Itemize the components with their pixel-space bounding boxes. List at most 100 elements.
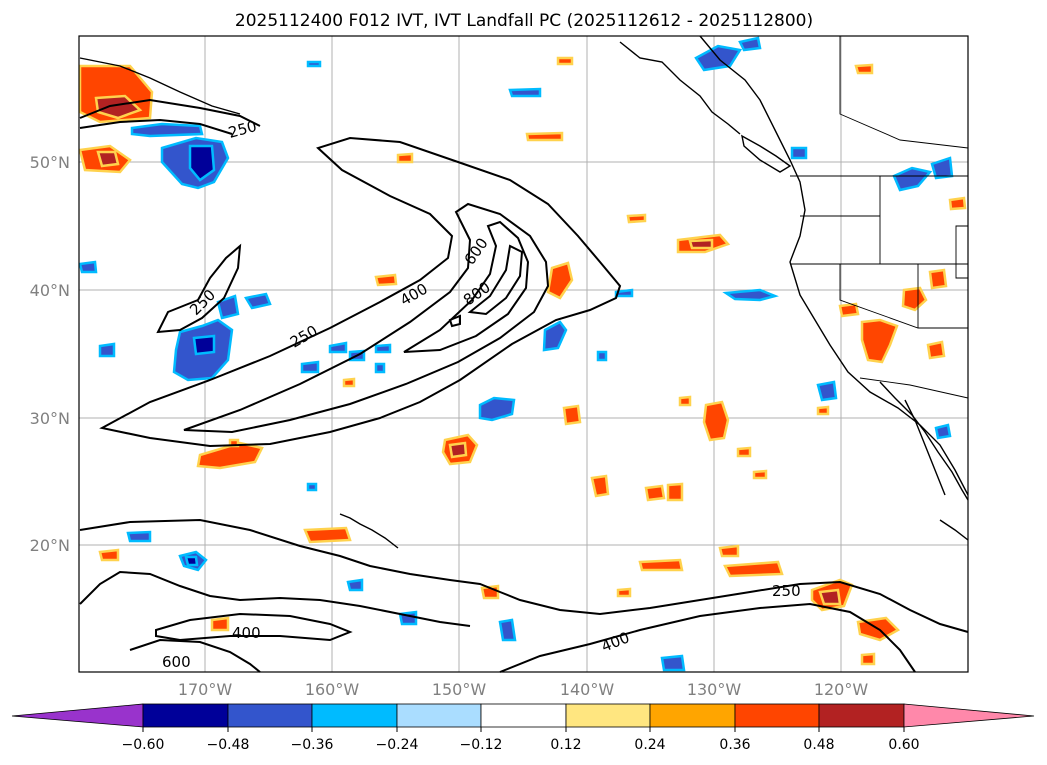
country-state-borders	[790, 36, 969, 399]
neg-patch	[816, 380, 838, 402]
pos-patch	[96, 150, 120, 168]
colorbar-tick-label: 0.24	[634, 737, 665, 753]
neg-patch	[660, 654, 686, 672]
colorbar-segment-extend-low	[11, 703, 144, 728]
coastline-mexico-interior	[904, 399, 946, 496]
neg-patch	[300, 360, 320, 374]
colorbar-tick-label: −0.12	[460, 737, 503, 753]
neg-patch	[508, 87, 542, 98]
lat-label: 50°N	[30, 153, 70, 172]
map-panel: 250 250 250 400 600 800 250 400 600 400	[78, 35, 969, 673]
coastlines	[79, 35, 969, 549]
colorbar-segment	[480, 703, 567, 728]
colorbar-segment	[565, 703, 651, 728]
lat-label: 30°N	[30, 409, 70, 428]
pos-patch	[303, 526, 352, 544]
pos-patch	[396, 152, 414, 164]
neg-patch	[542, 320, 568, 352]
pos-patch	[556, 56, 574, 66]
neg-patch	[188, 144, 216, 182]
contour-250-south	[79, 518, 969, 633]
colorbar-ticks	[142, 727, 905, 732]
ivt-contours	[79, 98, 969, 673]
neg-patch	[306, 482, 318, 492]
contour-250-w-loop	[156, 243, 242, 334]
pos-patch	[860, 652, 876, 666]
lon-label: 150°W	[432, 680, 487, 699]
pos-patch	[94, 94, 143, 120]
pos-patch	[702, 400, 730, 442]
neg-patch	[374, 362, 386, 374]
colorbar-tick-label: −0.48	[207, 737, 250, 753]
coastline-aleutians	[79, 57, 241, 115]
contour-400-south-west	[79, 570, 471, 627]
neg-patch	[934, 423, 952, 440]
neg-patch	[216, 294, 240, 320]
coastline-alaska-panhandle	[619, 41, 741, 135]
chart-title: 2025112400 F012 IVT, IVT Landfall PC (20…	[235, 11, 813, 31]
colorbar-segment	[311, 703, 398, 728]
colorbar-tick-label: 0.48	[803, 737, 834, 753]
colorbar-tick-label: 0.60	[888, 737, 919, 753]
pos-patch	[854, 63, 874, 75]
pos-patch	[626, 213, 647, 224]
pos-patch	[818, 588, 842, 606]
pos-patch	[926, 340, 946, 360]
neg-patch	[346, 578, 364, 592]
colorbar-segment	[396, 703, 482, 728]
border-canada-interior	[839, 36, 969, 149]
neg-patch	[98, 342, 116, 358]
pos-patch	[374, 273, 398, 287]
neg-patch	[498, 618, 517, 642]
neg-patch	[184, 555, 199, 567]
pos-patch	[210, 616, 230, 632]
map-frame	[78, 35, 969, 673]
pos-patch	[838, 302, 860, 318]
lon-label: 130°W	[687, 680, 742, 699]
pos-patch	[816, 405, 830, 416]
neg-patch	[596, 350, 608, 362]
lon-label: 120°W	[814, 680, 869, 699]
positive-anomaly-patches	[78, 56, 967, 666]
lon-label: 170°W	[178, 680, 233, 699]
pos-patch	[678, 395, 692, 407]
colorbar-tick-label: −0.60	[122, 737, 165, 753]
contour-400-south	[499, 602, 916, 673]
coastline-vancouver-island	[741, 134, 792, 173]
latitude-labels: 50°N 40°N 30°N 20°N	[30, 153, 70, 555]
neg-patch	[722, 288, 779, 302]
lat-label: 40°N	[30, 281, 70, 300]
contour-800-small	[448, 314, 461, 328]
colorbar-segment	[142, 703, 229, 728]
pos-patch	[752, 469, 768, 480]
longitude-labels: 170°W 160°W 150°W 140°W 130°W 120°W	[178, 680, 869, 699]
colorbar-segment-extend-high	[903, 703, 1035, 728]
pos-patch	[928, 268, 948, 290]
negative-anomaly-patches	[78, 36, 954, 672]
pos-patch	[718, 544, 740, 558]
pos-patch	[723, 560, 784, 578]
pos-patch	[562, 404, 582, 426]
colorbar-segment	[818, 703, 905, 728]
pos-patch	[644, 484, 666, 502]
colorbar-tick-label: 0.36	[719, 737, 750, 753]
neg-patch	[244, 292, 272, 310]
neg-patch	[892, 166, 933, 192]
coastline-central-america	[939, 519, 969, 541]
contour-label: 250	[772, 582, 801, 600]
pos-patch	[860, 318, 899, 364]
lat-label: 20°N	[30, 536, 70, 555]
pos-patch	[688, 238, 714, 250]
pos-patch	[196, 441, 264, 470]
contour-600-sw	[129, 638, 261, 673]
contour-400-main	[183, 202, 550, 434]
coastline-hawaii	[339, 513, 399, 549]
contour-250-nw-island	[79, 118, 233, 135]
neg-patch	[78, 260, 98, 274]
colorbar-segment	[734, 703, 820, 728]
neg-patch	[192, 334, 216, 356]
border-ca-nv	[839, 264, 968, 329]
colorbar-tick-label: 0.12	[550, 737, 581, 753]
pos-patch	[666, 482, 684, 502]
pos-patch	[525, 131, 564, 142]
